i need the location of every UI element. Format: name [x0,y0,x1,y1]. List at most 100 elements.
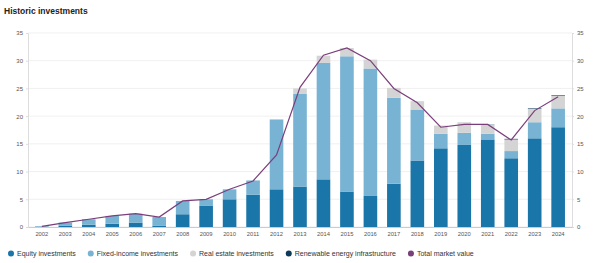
tick-label: 25 [16,86,23,92]
tick: 5 [20,197,28,203]
legend-label: Fixed-income investments [97,250,179,257]
right-axis: 05101520253035 [572,30,584,230]
tick: 2013 [294,227,307,237]
tick-label: 2023 [528,231,541,237]
tick: 2019 [434,227,447,237]
tick: 2021 [481,227,494,237]
tick-label: 35 [577,30,584,36]
bar [199,199,213,206]
tick: 5 [572,197,581,203]
tick-label: 2010 [223,231,236,237]
bar [364,59,378,60]
tick-label: 2002 [35,231,48,237]
tick-label: 25 [577,86,584,92]
bar [59,226,73,227]
tick-mark [26,33,28,34]
bar [293,88,307,94]
tick: 2023 [528,227,541,237]
tick-label: 2018 [411,231,424,237]
tick: 25 [16,86,28,92]
tick-mark [572,199,574,200]
tick-label: 20 [16,114,23,120]
bar [481,134,495,140]
title: Historic investments [4,6,88,16]
tick: 35 [16,30,28,36]
tick-label: 15 [577,141,584,147]
tick: 15 [16,141,28,147]
bar [551,95,565,97]
bar [387,98,401,184]
tick-mark [572,33,574,34]
tick-label: 2017 [387,231,400,237]
tick: 2009 [200,227,213,237]
tick-label: 2020 [458,231,471,237]
tick-mark [26,227,28,228]
bar [434,125,448,126]
tick-label: 2009 [200,231,213,237]
legend-label: Equity investments [17,250,76,258]
bar [176,214,190,227]
chart: Historic investments05101520253035051015… [0,0,600,263]
bar [105,224,119,227]
bar [317,63,331,179]
legend-swatch [286,251,292,257]
tick: 2004 [82,227,96,237]
bar-series [481,95,565,139]
tick-label: 2005 [106,231,119,237]
tick: 2003 [59,227,72,237]
bar [340,192,354,227]
bar [528,138,542,227]
bar [246,195,260,227]
bar [270,119,284,120]
tick-mark [572,172,574,173]
axis-line [28,34,29,228]
tick-mark [26,144,28,145]
tick-mark [26,199,28,200]
bar [270,189,284,227]
bar [82,225,96,227]
tick-label: 2021 [481,231,494,237]
bar [504,151,518,158]
bar-series [35,56,565,226]
plot-area [35,48,565,227]
tick-label: 30 [16,58,23,64]
bar [387,88,401,98]
bar [411,109,425,160]
tick: 2002 [35,227,48,237]
tick-label: 10 [16,169,23,175]
tick-label: 2011 [247,231,259,237]
tick: 15 [572,141,584,147]
tick: 35 [572,30,584,36]
tick: 2008 [176,227,189,237]
tick: 2024 [552,227,566,237]
tick: 2007 [153,227,166,237]
tick: 2016 [364,227,377,237]
bar [481,139,495,227]
x-axis: 2002200320042005200620072008200920102011… [29,227,573,237]
legend-swatch [8,251,14,257]
tick-label: 2007 [153,231,166,237]
grid-line [28,60,572,61]
bar [340,56,354,191]
bar [129,214,143,223]
legend-swatch [88,251,94,257]
tick: 2020 [458,227,471,237]
legend-label: Renewable energy infrastructure [295,250,396,258]
bar [176,201,190,214]
bar [270,119,284,120]
bar [434,134,448,148]
tick-label: 5 [20,197,24,203]
tick-mark [26,116,28,117]
tick-mark [26,172,28,173]
tick-label: 2013 [294,231,307,237]
tick: 2017 [387,227,400,237]
bar [152,217,166,226]
tick: 2022 [505,227,518,237]
legend-item: Fixed-income investments [88,250,179,257]
bar [152,226,166,227]
tick-label: 35 [16,30,23,36]
tick: 30 [16,58,28,64]
bar [223,199,237,227]
bar [504,139,518,151]
line [42,48,558,226]
